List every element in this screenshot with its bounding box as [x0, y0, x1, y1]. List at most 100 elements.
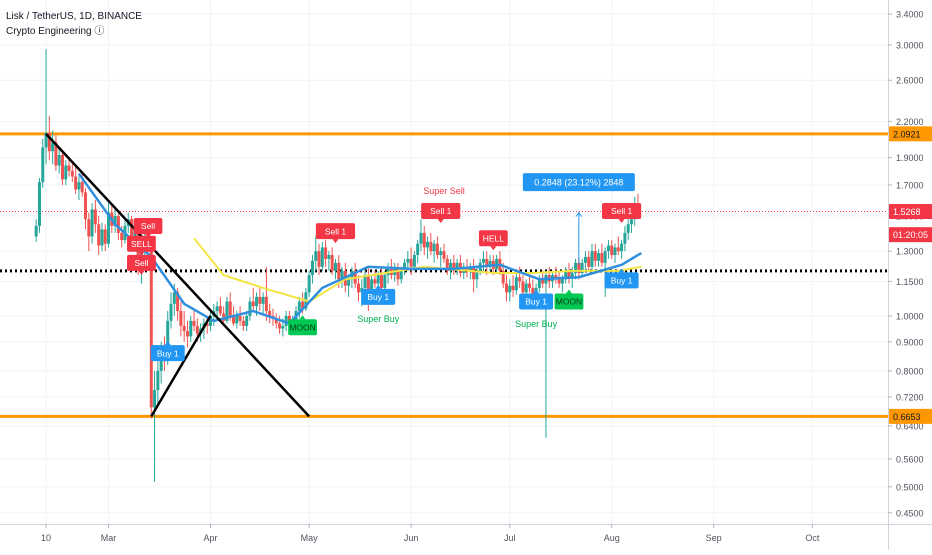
candle-body [47, 132, 51, 152]
price-marker-label: 1.5268 [893, 207, 921, 217]
candle-body [508, 285, 512, 293]
candle-body [560, 279, 564, 284]
signal-label-bg [478, 230, 508, 247]
price-marker-bg[interactable] [889, 126, 932, 142]
signal-label-sell[interactable]: Sell [127, 254, 156, 275]
candle-body [156, 370, 160, 391]
candle-body [472, 266, 476, 280]
y-tick-label: 3.4000 [896, 10, 924, 20]
candle-body [113, 215, 117, 226]
candle-body [554, 275, 558, 280]
candle-body [541, 279, 545, 284]
signal-label-text: Sell [134, 258, 148, 268]
x-tick-label: Jun [404, 533, 419, 543]
candle-body [80, 182, 84, 193]
trendline[interactable] [45, 132, 311, 418]
signal-label-pointer [437, 219, 444, 224]
price-axis[interactable]: 3.40003.00002.60002.20001.90001.70001.50… [888, 10, 924, 519]
signal-label-text: Sell 1 [430, 206, 452, 216]
signal-label-text: Sell 1 [325, 226, 347, 236]
signal-label-buy[interactable]: Buy 1 [519, 289, 554, 310]
candle-body [274, 318, 278, 324]
signal-label-buy[interactable]: Buy 1 [150, 341, 185, 362]
signal-label-text: MOON [289, 322, 315, 332]
signal-label-sell[interactable]: SELL [127, 235, 156, 256]
candle-body [626, 224, 630, 233]
candle-body [406, 258, 410, 263]
signal-label-text: Sell [141, 221, 155, 231]
trendline[interactable] [150, 315, 212, 418]
signal-label-moon[interactable]: MOON [288, 315, 317, 336]
symbol-title[interactable]: Lisk / TetherUS, 1D, BINANCE [6, 11, 142, 22]
candle-body [593, 251, 597, 261]
chart-legend: Lisk / TetherUS, 1D, BINANCE Crypto Engi… [6, 9, 142, 39]
candle-body [577, 262, 581, 273]
candle-body [327, 255, 331, 259]
candle-body [51, 142, 55, 152]
time-axis[interactable]: 10 Mar Apr May Jun Jul Aug Sep Oct [41, 524, 820, 543]
candle-body [44, 132, 48, 148]
candle-body [587, 256, 591, 267]
candle-body [603, 251, 607, 263]
y-tick-label: 1.3000 [896, 247, 924, 257]
y-tick-label: 0.4500 [896, 508, 924, 518]
candle-body [324, 247, 328, 259]
candle-body [192, 320, 196, 326]
price-marker-bg[interactable] [889, 204, 932, 220]
candle-body [590, 251, 594, 267]
candle-body [205, 323, 209, 326]
candle-body [149, 251, 153, 408]
candle-body [159, 353, 163, 371]
signal-label-buy[interactable]: Buy 1 [361, 284, 396, 305]
candle-body [564, 270, 568, 280]
candle-body [629, 219, 633, 225]
signal-label-bg [421, 203, 461, 220]
signal-label-pointer [138, 251, 145, 256]
candle-body [77, 182, 81, 190]
signal-label-text: Sell 1 [611, 206, 633, 216]
y-tick-label: 1.1500 [896, 277, 924, 287]
signal-label-buy[interactable]: Buy 1 [604, 268, 639, 289]
candle-body [208, 315, 212, 326]
candle-body [60, 155, 64, 180]
candle-body [90, 209, 94, 237]
candle-body [501, 270, 505, 284]
candle-body [54, 142, 58, 166]
signal-label-sell[interactable]: Sell 1 [315, 223, 356, 244]
candle-body [623, 232, 627, 244]
signal-label-sell[interactable]: Sell 1 [421, 203, 461, 224]
signal-label-bg [361, 288, 396, 305]
candle-body [176, 292, 180, 311]
measure-label-bg[interactable] [522, 173, 635, 192]
indicator-title[interactable]: Crypto Engineering ⓘ [6, 26, 105, 37]
signal-label-pointer [332, 239, 339, 244]
candle-body [488, 260, 492, 267]
y-tick-label: 3.0000 [896, 40, 924, 50]
candle-body [268, 310, 272, 316]
candle-body [557, 279, 561, 284]
candle-body [153, 390, 157, 408]
signal-label-pointer [565, 289, 572, 294]
signal-label-sell[interactable]: Sell 1 [602, 203, 642, 224]
candle-body [261, 296, 265, 304]
candle-body [116, 215, 120, 233]
price-marker-bg[interactable] [889, 408, 932, 424]
x-tick-label: 10 [41, 533, 51, 543]
signal-label-bg [554, 293, 584, 310]
candle-body [422, 232, 426, 248]
signal-label-sell[interactable]: HELL [478, 230, 508, 251]
candle-body [103, 229, 107, 244]
candle-body [70, 170, 74, 177]
y-tick-label: 0.5000 [896, 482, 924, 492]
candle-body [528, 283, 532, 288]
signal-label-text: SELL [131, 239, 152, 249]
signal-label-pointer [618, 219, 625, 224]
candle-body [241, 320, 245, 326]
signal-label-pointer [618, 268, 625, 273]
price-marker-bg[interactable] [889, 227, 932, 243]
signal-label-moon[interactable]: MOON [554, 289, 584, 310]
y-tick-label: 0.6400 [896, 421, 924, 431]
candle-body [218, 306, 222, 314]
